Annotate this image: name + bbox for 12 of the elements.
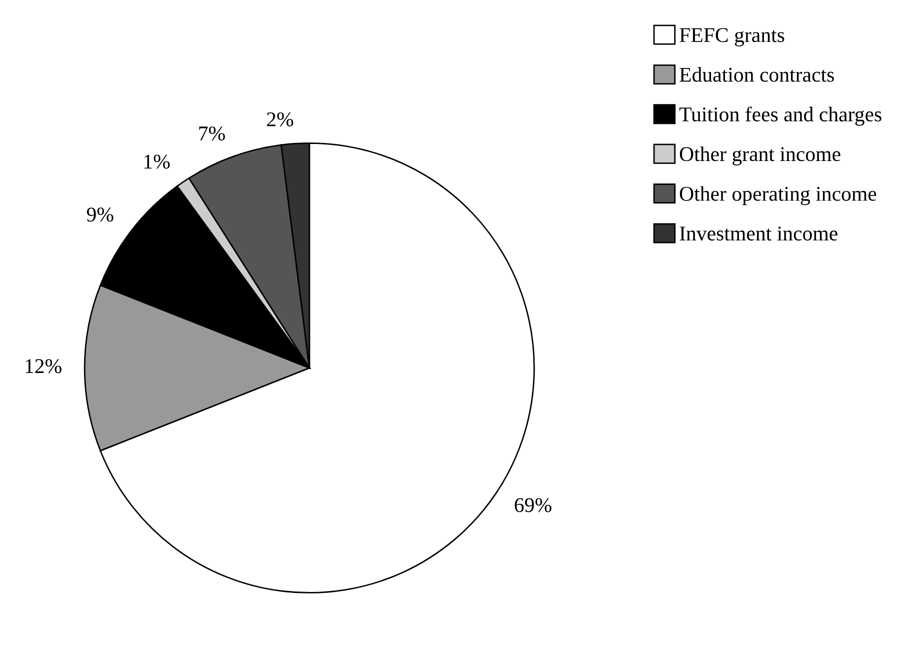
data-label: 2% [267,112,294,126]
data-label: 69% [514,498,552,512]
data-label: 1% [144,154,170,169]
legend-label: Tuition fees and charges [679,106,882,126]
legend-label: Other grant income [680,146,840,166]
data-label: 12% [26,359,62,374]
legend-label: FEFC grants [680,28,784,46]
legend-label: Eduation contracts [680,67,834,82]
legend-label: Other operating income [680,186,876,206]
data-label: 7% [199,126,225,141]
data-label: 9% [86,208,114,222]
legend-label: Investment income [680,226,838,241]
